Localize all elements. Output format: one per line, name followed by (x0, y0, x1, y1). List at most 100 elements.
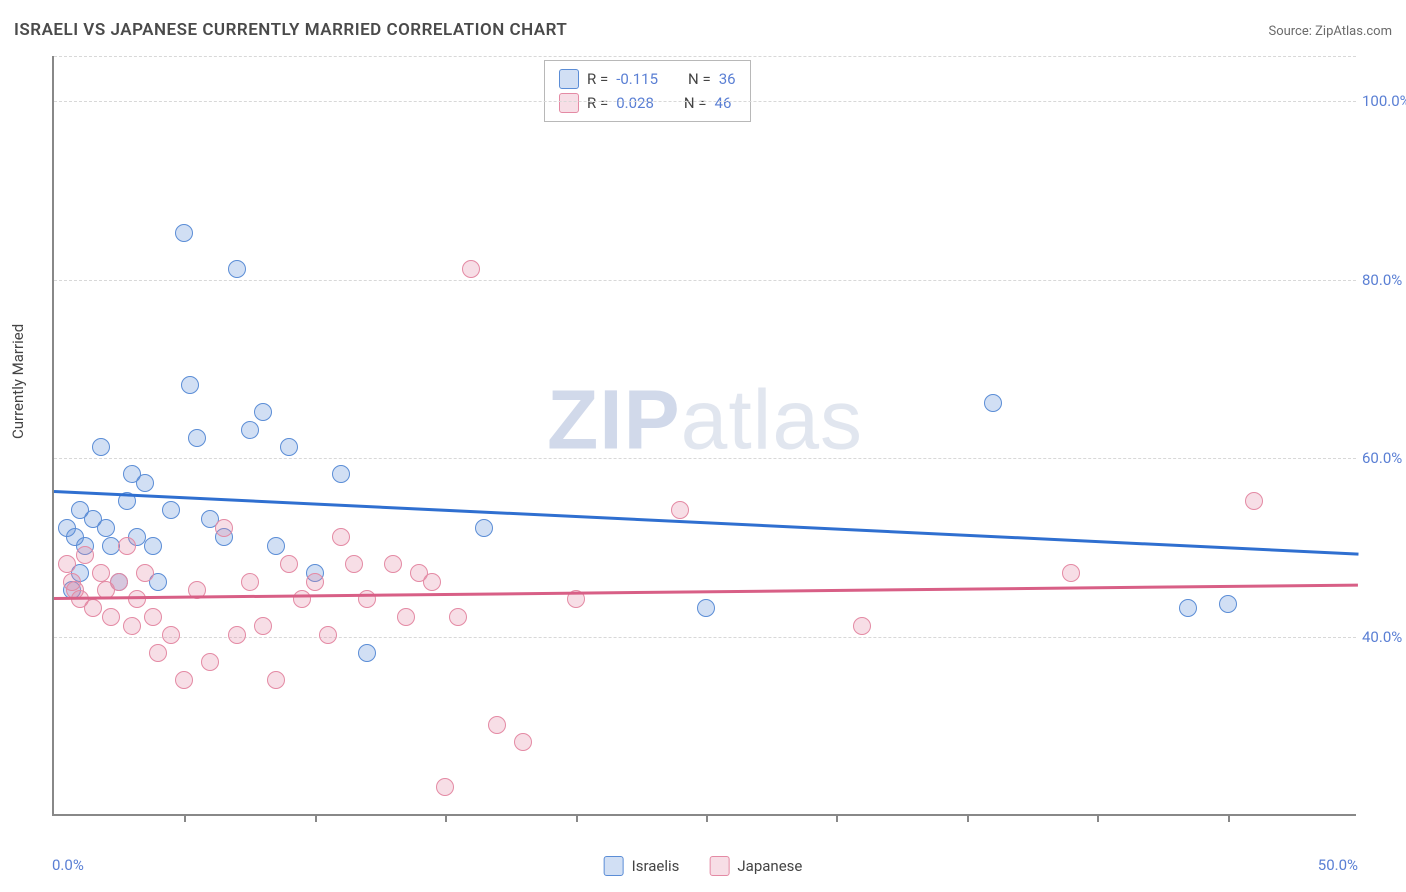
legend-swatch (604, 856, 624, 876)
legend-n-value: 36 (719, 70, 736, 88)
data-point (58, 555, 76, 573)
data-point (144, 608, 162, 626)
gridline (54, 56, 1356, 57)
chart-title: ISRAELI VS JAPANESE CURRENTLY MARRIED CO… (14, 20, 567, 40)
data-point (436, 778, 454, 796)
data-point (92, 564, 110, 582)
data-point (488, 716, 506, 734)
x-tick (967, 814, 969, 822)
stats-legend-row: R = -0.115 N = 36 (559, 67, 736, 91)
data-point (110, 573, 128, 591)
data-point (149, 644, 167, 662)
data-point (462, 260, 480, 278)
data-point (215, 519, 233, 537)
data-point (449, 608, 467, 626)
data-point (241, 421, 259, 439)
data-point (1219, 595, 1237, 613)
data-point (136, 564, 154, 582)
legend-swatch (709, 856, 729, 876)
data-point (384, 555, 402, 573)
data-point (280, 438, 298, 456)
source-attribution: Source: ZipAtlas.com (1268, 24, 1392, 39)
data-point (306, 573, 324, 591)
legend-r-label: R = (587, 94, 608, 112)
y-tick-label: 60.0% (1362, 449, 1406, 467)
legend-swatch (559, 93, 579, 113)
data-point (332, 465, 350, 483)
y-tick-label: 40.0% (1362, 628, 1406, 646)
gridline (54, 101, 1356, 102)
series-legend-label: Israelis (632, 857, 680, 875)
data-point (228, 626, 246, 644)
stats-legend-row: R = 0.028 N = 46 (559, 91, 736, 115)
x-axis-max-label: 50.0% (1318, 856, 1358, 874)
data-point (144, 537, 162, 555)
series-legend-item: Japanese (709, 856, 802, 876)
legend-r-value: 0.028 (616, 94, 654, 112)
data-point (92, 438, 110, 456)
x-tick (706, 814, 708, 822)
data-point (228, 260, 246, 278)
data-point (853, 617, 871, 635)
gridline (54, 458, 1356, 459)
stats-legend: R = -0.115 N = 36 R = 0.028 N = 46 (544, 60, 751, 122)
data-point (1179, 599, 1197, 617)
x-tick (1097, 814, 1099, 822)
data-point (984, 394, 1002, 412)
data-point (97, 519, 115, 537)
x-tick (576, 814, 578, 822)
data-point (397, 608, 415, 626)
data-point (181, 376, 199, 394)
data-point (241, 573, 259, 591)
gridline (54, 280, 1356, 281)
x-tick (1228, 814, 1230, 822)
data-point (128, 590, 146, 608)
data-point (102, 608, 120, 626)
data-point (319, 626, 337, 644)
legend-r-label: R = (587, 70, 608, 88)
data-point (76, 546, 94, 564)
legend-n-value: 46 (715, 94, 732, 112)
data-point (188, 429, 206, 447)
y-tick-label: 80.0% (1362, 271, 1406, 289)
series-legend-label: Japanese (737, 857, 802, 875)
legend-swatch (559, 69, 579, 89)
data-point (423, 573, 441, 591)
data-point (162, 626, 180, 644)
data-point (267, 671, 285, 689)
x-tick (836, 814, 838, 822)
data-point (514, 733, 532, 751)
correlation-chart: ISRAELI VS JAPANESE CURRENTLY MARRIED CO… (0, 0, 1406, 892)
data-point (84, 599, 102, 617)
data-point (175, 671, 193, 689)
trend-line (54, 490, 1358, 555)
data-point (1245, 492, 1263, 510)
series-legend-item: Israelis (604, 856, 680, 876)
series-legend: Israelis Japanese (604, 856, 803, 876)
x-tick (315, 814, 317, 822)
y-tick-label: 100.0% (1362, 92, 1406, 110)
x-tick (445, 814, 447, 822)
data-point (175, 224, 193, 242)
data-point (267, 537, 285, 555)
data-point (1062, 564, 1080, 582)
plot-area: ZIPatlas R = -0.115 N = 36 R = 0.028 N = 46… (52, 56, 1356, 816)
data-point (280, 555, 298, 573)
legend-r-value: -0.115 (616, 70, 658, 88)
x-axis-min-label: 0.0% (52, 856, 84, 874)
data-point (254, 617, 272, 635)
legend-n-label: N = (684, 94, 707, 112)
data-point (123, 617, 141, 635)
data-point (475, 519, 493, 537)
data-point (358, 644, 376, 662)
data-point (671, 501, 689, 519)
gridline (54, 637, 1356, 638)
legend-n-label: N = (688, 70, 711, 88)
data-point (697, 599, 715, 617)
data-point (345, 555, 363, 573)
data-point (118, 537, 136, 555)
data-point (162, 501, 180, 519)
data-point (136, 474, 154, 492)
watermark: ZIPatlas (547, 371, 863, 468)
data-point (332, 528, 350, 546)
